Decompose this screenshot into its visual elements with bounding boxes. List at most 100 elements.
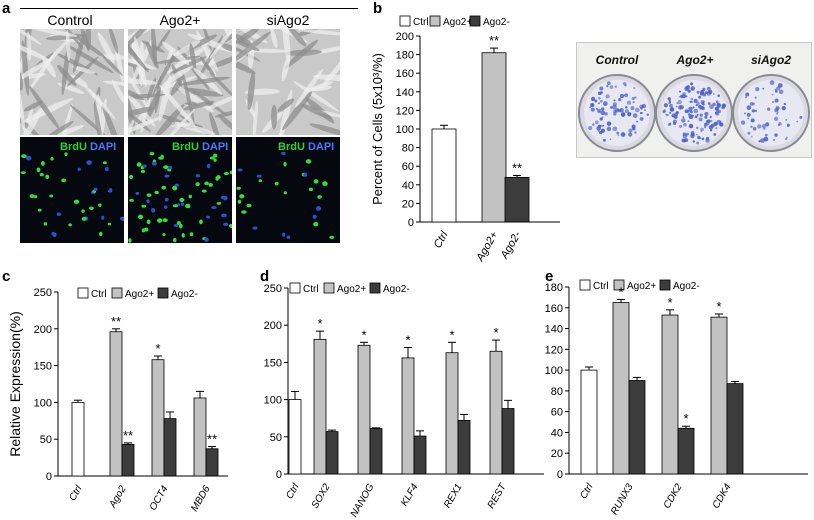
colony [606,81,611,86]
colony [700,100,705,105]
colony [634,131,637,134]
chart-d-rest-ago2-plus-significance: * [493,325,498,340]
cell [236,56,256,75]
chart-e-cdk4-ago2-plus-bar [710,316,728,475]
colony [705,136,710,141]
colony [630,106,635,111]
brdu-nucleus [163,165,169,170]
chart-d-y-tick-label: 250 [264,283,282,295]
cell [270,29,278,48]
legend-swatch-ago2-plus [429,15,441,27]
colony [699,93,703,96]
colony [596,126,601,131]
colony [707,102,711,105]
cell-culture-texture [236,29,340,135]
brdu-nucleus [283,161,287,167]
colony [668,101,671,105]
brdu-nucleus [308,187,313,192]
cell [102,104,123,135]
colony [702,92,706,97]
brdu-nucleus [216,201,222,205]
chart-c-x-tick-label: Ago2 [107,484,129,511]
dapi-nucleus [151,161,157,166]
dapi-nucleus [164,205,168,209]
legend-swatch-ctrl [399,15,411,27]
cell [277,98,295,112]
colony [646,113,649,116]
brdu-nucleus [208,182,213,187]
colony [609,85,614,89]
colony [751,109,755,113]
colony [714,106,719,111]
brdu-nucleus [49,194,54,198]
brdu-nucleus [43,222,48,226]
brdu-nucleus [313,221,319,227]
cell [282,90,313,131]
dapi-nucleus [120,216,124,221]
chart-b-ago2-plus-bar [481,52,507,223]
cell-culture-texture [128,29,232,135]
colony [696,90,700,94]
colony [690,82,694,86]
colony [750,118,755,123]
chart-d-y-tick-label: 100 [264,395,282,407]
panel-label-c: c [2,268,11,285]
cell [128,29,160,49]
colony [758,140,761,143]
dapi-nucleus [173,224,179,227]
dapi-nucleus [204,237,209,242]
brdu-nucleus [158,156,164,160]
colony [639,116,644,121]
colony [774,133,778,137]
brdu-nucleus [195,182,200,187]
brdu-nucleus [305,159,312,164]
brdu-nucleus [61,178,66,183]
chart-e-runx3-ago2-plus-significance: * [618,284,623,299]
brdu-nucleus [102,161,107,165]
brdu-nucleus [154,190,159,195]
colony [640,111,643,114]
chart-c-x-tick-label: OCT4 [148,484,171,513]
brdu-nucleus [129,198,134,202]
brdu-nucleus [81,216,87,221]
colony [783,102,787,106]
colony [590,107,595,112]
colony [599,86,604,91]
colony-plates-photo: Control Ago2+ siAgo2 [576,42,812,158]
colony [767,107,771,111]
brdu-nucleus [149,152,155,156]
colony [689,110,693,114]
colony [592,123,595,126]
dapi-nucleus [164,174,170,178]
cell [21,40,30,96]
brdu-nucleus [179,223,183,229]
brdu-nucleus [98,203,102,207]
colony [702,87,706,91]
colony [669,103,673,108]
chart-b-ago2-plus-significance: ** [489,33,499,48]
brdu-nucleus [89,206,94,211]
chart-d-x-tick-label: REST [486,481,509,510]
cell [22,107,43,135]
colony [688,106,693,111]
legend-swatch-ago2-minus [659,279,671,291]
chart-d-y-tick-label: 200 [264,320,282,332]
colony [620,132,626,137]
cell [282,29,291,64]
cell [20,41,51,62]
colony [672,119,677,124]
brdu-nucleus [188,194,192,199]
colony [668,99,671,103]
cell-culture-texture [20,29,124,135]
brdu-nucleus [185,203,191,209]
colony [628,128,633,133]
colony [618,97,622,102]
colony [749,102,754,106]
colony [644,109,646,112]
colony [775,90,778,93]
phase-image-ago2-plus [128,29,232,135]
plates-drawing [578,74,810,152]
chart-e-y-tick-label: 120 [545,344,563,356]
colony [694,115,698,119]
cell [68,74,88,87]
